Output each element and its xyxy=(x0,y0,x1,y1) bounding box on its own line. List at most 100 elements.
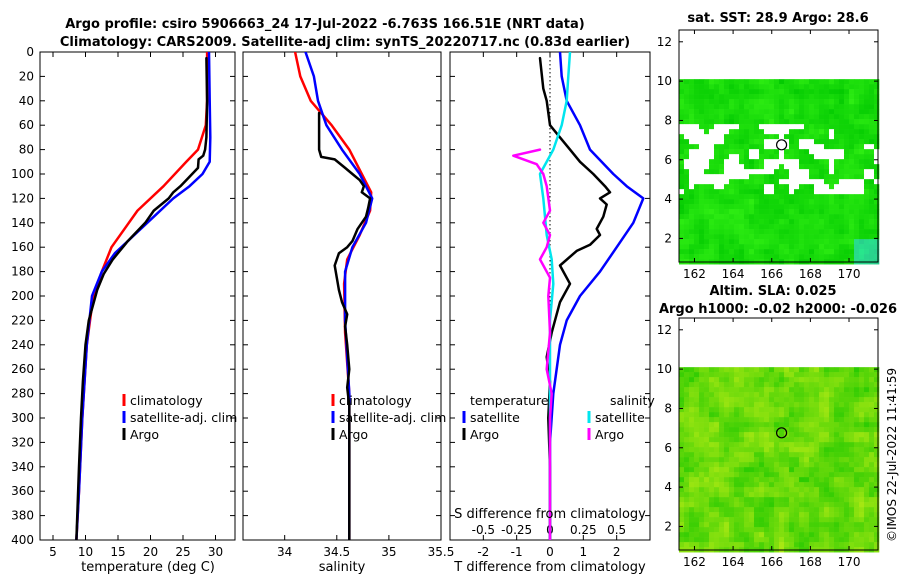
map-cell xyxy=(834,229,840,235)
map-cell xyxy=(794,159,800,165)
map-cell xyxy=(724,517,730,523)
map-cell xyxy=(794,124,800,130)
map-cell xyxy=(759,79,765,85)
map-cell xyxy=(839,417,845,423)
map-cell xyxy=(694,412,700,418)
map-cell xyxy=(789,139,795,145)
map-cell xyxy=(684,522,690,528)
map-cell xyxy=(834,477,840,483)
map-cell xyxy=(794,442,800,448)
salinity-x-label: salinity xyxy=(319,560,366,575)
map-cell xyxy=(714,427,720,433)
map-cell xyxy=(784,542,790,548)
map-cell xyxy=(819,497,825,503)
map-cell xyxy=(689,492,695,498)
map-cell xyxy=(784,224,790,230)
map-cell xyxy=(874,99,880,105)
map-cell xyxy=(754,134,760,140)
map-cell xyxy=(719,184,725,190)
map-cell xyxy=(809,194,815,200)
map-cell xyxy=(834,134,840,140)
map-cell xyxy=(839,214,845,220)
map-cell xyxy=(819,427,825,433)
map-cell xyxy=(764,199,770,205)
map-cell xyxy=(749,174,755,180)
map-cell xyxy=(799,154,805,160)
map-cell xyxy=(829,432,835,438)
map-cell xyxy=(754,239,760,245)
map-cell xyxy=(844,477,850,483)
map-cell xyxy=(794,377,800,383)
map-x-tick-label: 168 xyxy=(799,267,822,281)
map-cell xyxy=(724,144,730,150)
map-cell xyxy=(714,199,720,205)
map-cell xyxy=(759,229,765,235)
map-cell xyxy=(734,224,740,230)
map-cell xyxy=(814,462,820,468)
map-cell xyxy=(789,249,795,255)
map-cell xyxy=(779,94,785,100)
map-cell xyxy=(714,372,720,378)
map-cell xyxy=(849,507,855,513)
map-cell xyxy=(754,84,760,90)
map-cell xyxy=(834,377,840,383)
map-cell xyxy=(839,159,845,165)
map-cell xyxy=(784,184,790,190)
map-cell xyxy=(784,244,790,250)
map-cell xyxy=(734,512,740,518)
map-cell xyxy=(774,537,780,543)
map-cell xyxy=(854,497,860,503)
map-cell xyxy=(844,367,850,373)
map-cell xyxy=(774,402,780,408)
map-cell xyxy=(864,387,870,393)
map-cell xyxy=(734,377,740,383)
map-cell xyxy=(764,94,770,100)
map-cell xyxy=(714,452,720,458)
legend-t-argo: Argo xyxy=(470,427,499,442)
map-cell xyxy=(689,397,695,403)
map-cell xyxy=(759,512,765,518)
map-cell xyxy=(844,402,850,408)
map-cell xyxy=(699,447,705,453)
map-cell xyxy=(859,199,865,205)
map-cell xyxy=(694,129,700,135)
map-cell xyxy=(859,367,865,373)
map-cell xyxy=(684,477,690,483)
map-cell xyxy=(729,457,735,463)
map-cell xyxy=(679,124,685,130)
map-cell xyxy=(699,467,705,473)
map-cell xyxy=(804,159,810,165)
map-cell xyxy=(749,194,755,200)
map-cell xyxy=(744,437,750,443)
map-cell xyxy=(714,189,720,195)
map-cell xyxy=(704,94,710,100)
map-cell xyxy=(789,109,795,115)
map-cell xyxy=(844,229,850,235)
map-cell xyxy=(839,94,845,100)
map-cell xyxy=(864,502,870,508)
x-tick-label: -2 xyxy=(477,545,489,559)
map-cell xyxy=(794,134,800,140)
map-cell xyxy=(779,397,785,403)
map-cell xyxy=(874,224,880,230)
map-cell xyxy=(774,387,780,393)
map-cell xyxy=(714,462,720,468)
map-cell xyxy=(854,219,860,225)
map-cell xyxy=(699,174,705,180)
map-cell xyxy=(849,99,855,105)
map-cell xyxy=(869,487,875,493)
map-cell xyxy=(759,184,765,190)
map-cell xyxy=(749,532,755,538)
map-cell xyxy=(779,432,785,438)
map-cell xyxy=(769,502,775,508)
map-cell xyxy=(794,119,800,125)
map-cell xyxy=(774,79,780,85)
map-cell xyxy=(834,99,840,105)
map-cell xyxy=(799,219,805,225)
map-cell xyxy=(689,442,695,448)
map-cell xyxy=(749,169,755,175)
map-cell xyxy=(804,392,810,398)
map-cell xyxy=(684,229,690,235)
map-cell xyxy=(839,537,845,543)
map-cell xyxy=(679,432,685,438)
